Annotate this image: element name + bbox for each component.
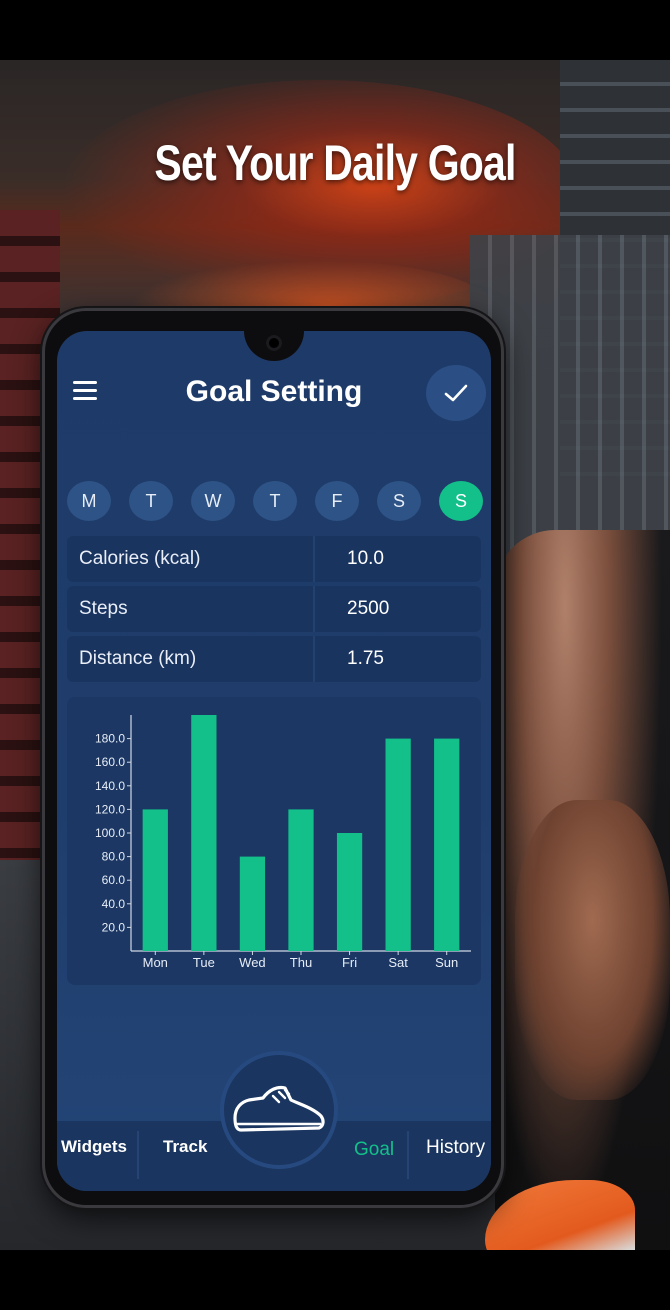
bottom-letterbox xyxy=(0,1250,670,1310)
nav-divider xyxy=(137,1131,139,1179)
save-goal-button[interactable] xyxy=(426,365,486,421)
distance-row: Distance (km) 1.75 xyxy=(67,636,481,682)
sneaker-icon xyxy=(233,1085,325,1132)
step-counter-button[interactable] xyxy=(220,1051,338,1169)
x-tick-label: Fri xyxy=(342,955,357,970)
bar-tue xyxy=(191,715,217,951)
x-tick-label: Tue xyxy=(193,955,215,970)
x-tick-label: Thu xyxy=(290,955,312,970)
y-tick-label: 20.0 xyxy=(102,920,126,934)
y-tick-label: 140.0 xyxy=(95,779,125,793)
y-tick-label: 80.0 xyxy=(102,850,126,864)
distance-value[interactable]: 1.75 xyxy=(347,648,384,669)
athlete-arm xyxy=(515,800,670,1100)
steps-label: Steps xyxy=(67,586,315,632)
weekday-selector: M T W T F S S xyxy=(67,481,483,521)
day-thursday[interactable]: T xyxy=(253,481,297,521)
bar-sat xyxy=(385,738,411,951)
steps-row: Steps 2500 xyxy=(67,586,481,632)
phone-frame: Goal Setting M T W T F S S Calories (kca… xyxy=(42,308,504,1208)
x-tick-label: Mon xyxy=(143,955,168,970)
x-tick-label: Sat xyxy=(388,955,408,970)
y-tick-label: 120.0 xyxy=(95,802,125,816)
day-saturday[interactable]: S xyxy=(377,481,421,521)
bar-chart-svg: 20.0 40.0 60.0 80.0 100.0 120.0 140.0 160.0 180.… xyxy=(95,715,471,970)
day-monday[interactable]: M xyxy=(67,481,111,521)
calories-label: Calories (kcal) xyxy=(67,536,315,582)
top-letterbox xyxy=(0,0,670,60)
day-wednesday[interactable]: W xyxy=(191,481,235,521)
bar-wed xyxy=(239,856,266,951)
app-screen: Goal Setting M T W T F S S Calories (kca… xyxy=(57,331,491,1191)
y-tick-label: 100.0 xyxy=(95,826,125,840)
nav-divider xyxy=(407,1131,409,1179)
hamburger-menu-icon[interactable] xyxy=(73,381,97,401)
nav-goal-active[interactable]: Goal xyxy=(354,1139,395,1160)
y-tick-label: 40.0 xyxy=(102,897,126,911)
steps-value[interactable]: 2500 xyxy=(347,598,390,619)
day-friday[interactable]: F xyxy=(315,481,359,521)
bar-mon xyxy=(142,809,168,951)
nav-history[interactable]: History xyxy=(426,1137,486,1158)
x-tick-label: Wed xyxy=(239,955,266,970)
bar-fri xyxy=(336,833,363,951)
day-tuesday[interactable]: T xyxy=(129,481,173,521)
weekly-goal-chart: 20.0 40.0 60.0 80.0 100.0 120.0 140.0 160.0 180.… xyxy=(67,697,481,985)
goal-metrics-table: Calories (kcal) 10.0 Steps 2500 Distance… xyxy=(67,536,481,686)
distance-label: Distance (km) xyxy=(67,636,315,682)
y-tick-label: 60.0 xyxy=(102,873,126,887)
front-camera xyxy=(266,335,282,351)
calories-row: Calories (kcal) 10.0 xyxy=(67,536,481,582)
nav-track[interactable]: Track xyxy=(163,1137,208,1156)
x-tick-label: Sun xyxy=(435,955,458,970)
checkmark-icon xyxy=(444,384,468,402)
y-tick-label: 160.0 xyxy=(95,755,125,769)
page-title: Goal Setting xyxy=(185,375,363,408)
promo-headline: Set Your Daily Goal xyxy=(154,135,516,191)
calories-value[interactable]: 10.0 xyxy=(347,548,384,569)
nav-widgets[interactable]: Widgets xyxy=(61,1137,127,1156)
bar-thu xyxy=(288,809,314,951)
bar-sun xyxy=(434,738,460,951)
day-sunday-selected[interactable]: S xyxy=(439,481,483,521)
y-tick-label: 180.0 xyxy=(95,732,125,746)
